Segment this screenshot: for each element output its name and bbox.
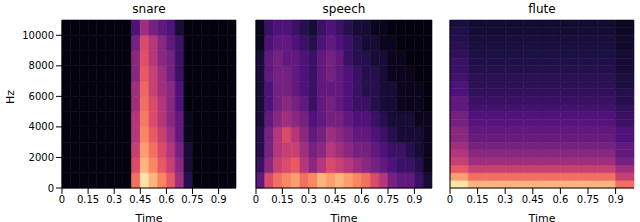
- svg-text:Hz: Hz: [8, 90, 17, 104]
- svg-text:0.45: 0.45: [129, 194, 151, 205]
- svg-text:0: 0: [59, 194, 65, 205]
- svg-text:0.6: 0.6: [552, 194, 568, 205]
- svg-text:0.15: 0.15: [466, 194, 488, 205]
- svg-text:0.45: 0.45: [522, 194, 544, 205]
- svg-text:0.6: 0.6: [158, 194, 174, 205]
- svg-text:0.75: 0.75: [181, 194, 203, 205]
- svg-text:0: 0: [447, 194, 453, 205]
- svg-text:0.9: 0.9: [211, 194, 227, 205]
- svg-text:0: 0: [253, 194, 259, 205]
- svg-text:4000: 4000: [29, 121, 54, 132]
- svg-text:0.9: 0.9: [406, 194, 422, 205]
- svg-text:6000: 6000: [29, 91, 54, 102]
- svg-text:Time: Time: [528, 212, 556, 222]
- svg-text:0.15: 0.15: [77, 194, 99, 205]
- html-text:snare: snare: [132, 2, 166, 16]
- html-text:speech: speech: [322, 2, 366, 16]
- svg-text:0.3: 0.3: [497, 194, 513, 205]
- svg-text:0.45: 0.45: [324, 194, 346, 205]
- svg-text:Time: Time: [135, 212, 163, 222]
- svg-text:0.6: 0.6: [354, 194, 370, 205]
- svg-text:Time: Time: [330, 212, 358, 222]
- svg-text:0.9: 0.9: [608, 194, 624, 205]
- svg-text:2000: 2000: [29, 152, 54, 163]
- svg-text:10000: 10000: [22, 30, 54, 41]
- svg-text:0.75: 0.75: [377, 194, 399, 205]
- svg-text:0.15: 0.15: [271, 194, 293, 205]
- svg-text:0.75: 0.75: [577, 194, 599, 205]
- svg-text:8000: 8000: [29, 60, 54, 71]
- svg-text:0.3: 0.3: [106, 194, 122, 205]
- svg-text:0: 0: [48, 183, 54, 194]
- svg-text:0.3: 0.3: [301, 194, 317, 205]
- html-text:flute: flute: [528, 2, 556, 16]
